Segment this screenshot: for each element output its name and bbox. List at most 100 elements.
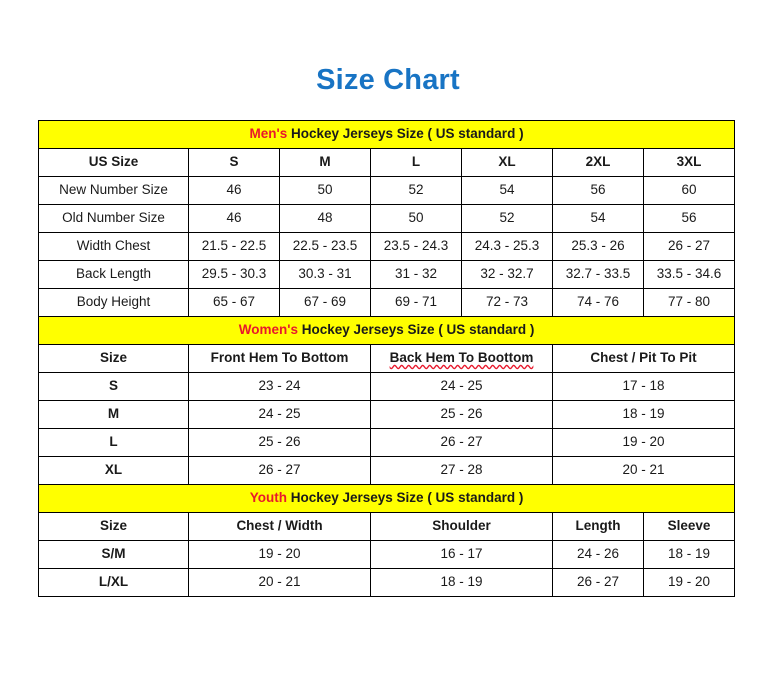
- youth-row-1-cell-2: 26 - 27: [552, 568, 644, 597]
- mens-row-4-cell-5: 77 - 80: [642, 288, 736, 317]
- mens-col-4: XL: [461, 148, 553, 177]
- youth-row-1-cell-0: 20 - 21: [188, 568, 371, 597]
- womens-row-2-label: L: [38, 428, 189, 457]
- mens-col-0: US Size: [38, 148, 189, 177]
- womens-section-banner: Women's Hockey Jerseys Size ( US standar…: [37, 316, 736, 345]
- womens-row-2-cell-0: 25 - 26: [188, 428, 371, 457]
- womens-row-0-cell-1: 24 - 25: [370, 372, 553, 401]
- size-chart-body: Men's Hockey Jerseys Size ( US standard …: [37, 120, 736, 597]
- womens-col-2-text: Back Hem To Boottom: [389, 350, 534, 366]
- mens-row-1-cell-4: 54: [552, 204, 644, 233]
- mens-banner-accent: Men's: [249, 126, 288, 142]
- mens-row-0-cell-5: 60: [642, 176, 736, 205]
- table-row: S 23 - 24 24 - 25 17 - 18: [38, 372, 736, 401]
- mens-col-2: M: [279, 148, 371, 177]
- youth-row-0-label: S/M: [38, 540, 189, 569]
- mens-row-0-cell-0: 46: [188, 176, 280, 205]
- youth-row-0-cell-0: 19 - 20: [188, 540, 371, 569]
- youth-row-0-cell-1: 16 - 17: [370, 540, 553, 569]
- mens-row-0-cell-2: 52: [370, 176, 462, 205]
- mens-row-3-cell-2: 31 - 32: [370, 260, 462, 289]
- womens-banner-accent: Women's: [238, 322, 298, 338]
- mens-row-1-cell-1: 48: [279, 204, 371, 233]
- mens-row-3-cell-3: 32 - 32.7: [461, 260, 553, 289]
- mens-row-2-cell-1: 22.5 - 23.5: [279, 232, 371, 261]
- table-row: S/M 19 - 20 16 - 17 24 - 26 18 - 19: [38, 540, 736, 569]
- youth-col-4: Sleeve: [642, 512, 736, 541]
- youth-row-0-cell-3: 18 - 19: [642, 540, 736, 569]
- youth-col-3: Length: [552, 512, 644, 541]
- mens-row-0-label: New Number Size: [38, 176, 189, 205]
- womens-col-3: Chest / Pit To Pit: [551, 344, 736, 373]
- mens-row-2-cell-5: 26 - 27: [642, 232, 736, 261]
- mens-banner-row: Men's Hockey Jerseys Size ( US standard …: [37, 120, 736, 149]
- youth-col-0: Size: [38, 512, 189, 541]
- mens-banner-rest: Hockey Jerseys Size ( US standard ): [287, 126, 524, 142]
- youth-section-banner: Youth Hockey Jerseys Size ( US standard …: [37, 484, 736, 513]
- youth-banner-row: Youth Hockey Jerseys Size ( US standard …: [37, 484, 736, 513]
- table-row: Old Number Size 46 48 50 52 54 56: [38, 204, 736, 233]
- table-row: XL 26 - 27 27 - 28 20 - 21: [38, 456, 736, 485]
- womens-row-1-label: M: [38, 400, 189, 429]
- mens-row-3-cell-5: 33.5 - 34.6: [642, 260, 736, 289]
- mens-row-1-cell-0: 46: [188, 204, 280, 233]
- table-row: New Number Size 46 50 52 54 56 60: [38, 176, 736, 205]
- mens-col-6: 3XL: [642, 148, 736, 177]
- youth-row-1-cell-3: 19 - 20: [642, 568, 736, 597]
- mens-row-2-cell-3: 24.3 - 25.3: [461, 232, 553, 261]
- womens-row-1-cell-2: 18 - 19: [551, 400, 736, 429]
- table-row: M 24 - 25 25 - 26 18 - 19: [38, 400, 736, 429]
- table-row: L/XL 20 - 21 18 - 19 26 - 27 19 - 20: [38, 568, 736, 597]
- mens-row-2-cell-4: 25.3 - 26: [552, 232, 644, 261]
- mens-row-1-cell-3: 52: [461, 204, 553, 233]
- table-row: Back Length 29.5 - 30.3 30.3 - 31 31 - 3…: [38, 260, 736, 289]
- womens-row-0-cell-2: 17 - 18: [551, 372, 736, 401]
- mens-row-1-cell-5: 56: [642, 204, 736, 233]
- table-row: Width Chest 21.5 - 22.5 22.5 - 23.5 23.5…: [38, 232, 736, 261]
- womens-row-2-cell-1: 26 - 27: [370, 428, 553, 457]
- womens-row-3-cell-2: 20 - 21: [551, 456, 736, 485]
- womens-column-header-row: Size Front Hem To Bottom Back Hem To Boo…: [38, 344, 736, 373]
- mens-col-1: S: [188, 148, 280, 177]
- mens-row-3-label: Back Length: [38, 260, 189, 289]
- womens-row-2-cell-2: 19 - 20: [551, 428, 736, 457]
- table-row: L 25 - 26 26 - 27 19 - 20: [38, 428, 736, 457]
- womens-row-0-cell-0: 23 - 24: [188, 372, 371, 401]
- mens-row-4-label: Body Height: [38, 288, 189, 317]
- womens-row-3-label: XL: [38, 456, 189, 485]
- mens-column-header-row: US Size S M L XL 2XL 3XL: [38, 148, 736, 177]
- womens-banner-rest: Hockey Jerseys Size ( US standard ): [297, 322, 535, 338]
- mens-row-1-cell-2: 50: [370, 204, 462, 233]
- womens-row-1-cell-1: 25 - 26: [370, 400, 553, 429]
- womens-banner-row: Women's Hockey Jerseys Size ( US standar…: [37, 316, 736, 345]
- mens-row-2-label: Width Chest: [38, 232, 189, 261]
- womens-row-1-cell-0: 24 - 25: [188, 400, 371, 429]
- size-chart-table-container: Men's Hockey Jerseys Size ( US standard …: [37, 120, 736, 597]
- mens-section-banner: Men's Hockey Jerseys Size ( US standard …: [37, 120, 736, 149]
- womens-col-2: Back Hem To Boottom: [370, 344, 553, 373]
- youth-col-1: Chest / Width: [188, 512, 371, 541]
- youth-banner-accent: Youth: [249, 490, 287, 506]
- mens-row-0-cell-4: 56: [552, 176, 644, 205]
- womens-col-0: Size: [38, 344, 189, 373]
- youth-column-header-row: Size Chest / Width Shoulder Length Sleev…: [38, 512, 736, 541]
- mens-row-1-label: Old Number Size: [38, 204, 189, 233]
- mens-row-2-cell-2: 23.5 - 24.3: [370, 232, 462, 261]
- youth-row-0-cell-2: 24 - 26: [552, 540, 644, 569]
- mens-col-5: 2XL: [552, 148, 644, 177]
- mens-row-3-cell-4: 32.7 - 33.5: [552, 260, 644, 289]
- womens-col-1: Front Hem To Bottom: [188, 344, 371, 373]
- table-row: Body Height 65 - 67 67 - 69 69 - 71 72 -…: [38, 288, 736, 317]
- youth-banner-rest: Hockey Jerseys Size ( US standard ): [286, 490, 524, 506]
- mens-row-0-cell-1: 50: [279, 176, 371, 205]
- youth-row-1-cell-1: 18 - 19: [370, 568, 553, 597]
- womens-row-0-label: S: [38, 372, 189, 401]
- youth-col-2: Shoulder: [370, 512, 553, 541]
- mens-row-3-cell-0: 29.5 - 30.3: [188, 260, 280, 289]
- mens-row-3-cell-1: 30.3 - 31: [279, 260, 371, 289]
- mens-col-3: L: [370, 148, 462, 177]
- youth-row-1-label: L/XL: [38, 568, 189, 597]
- size-chart-table: Men's Hockey Jerseys Size ( US standard …: [37, 120, 736, 597]
- mens-row-4-cell-3: 72 - 73: [461, 288, 553, 317]
